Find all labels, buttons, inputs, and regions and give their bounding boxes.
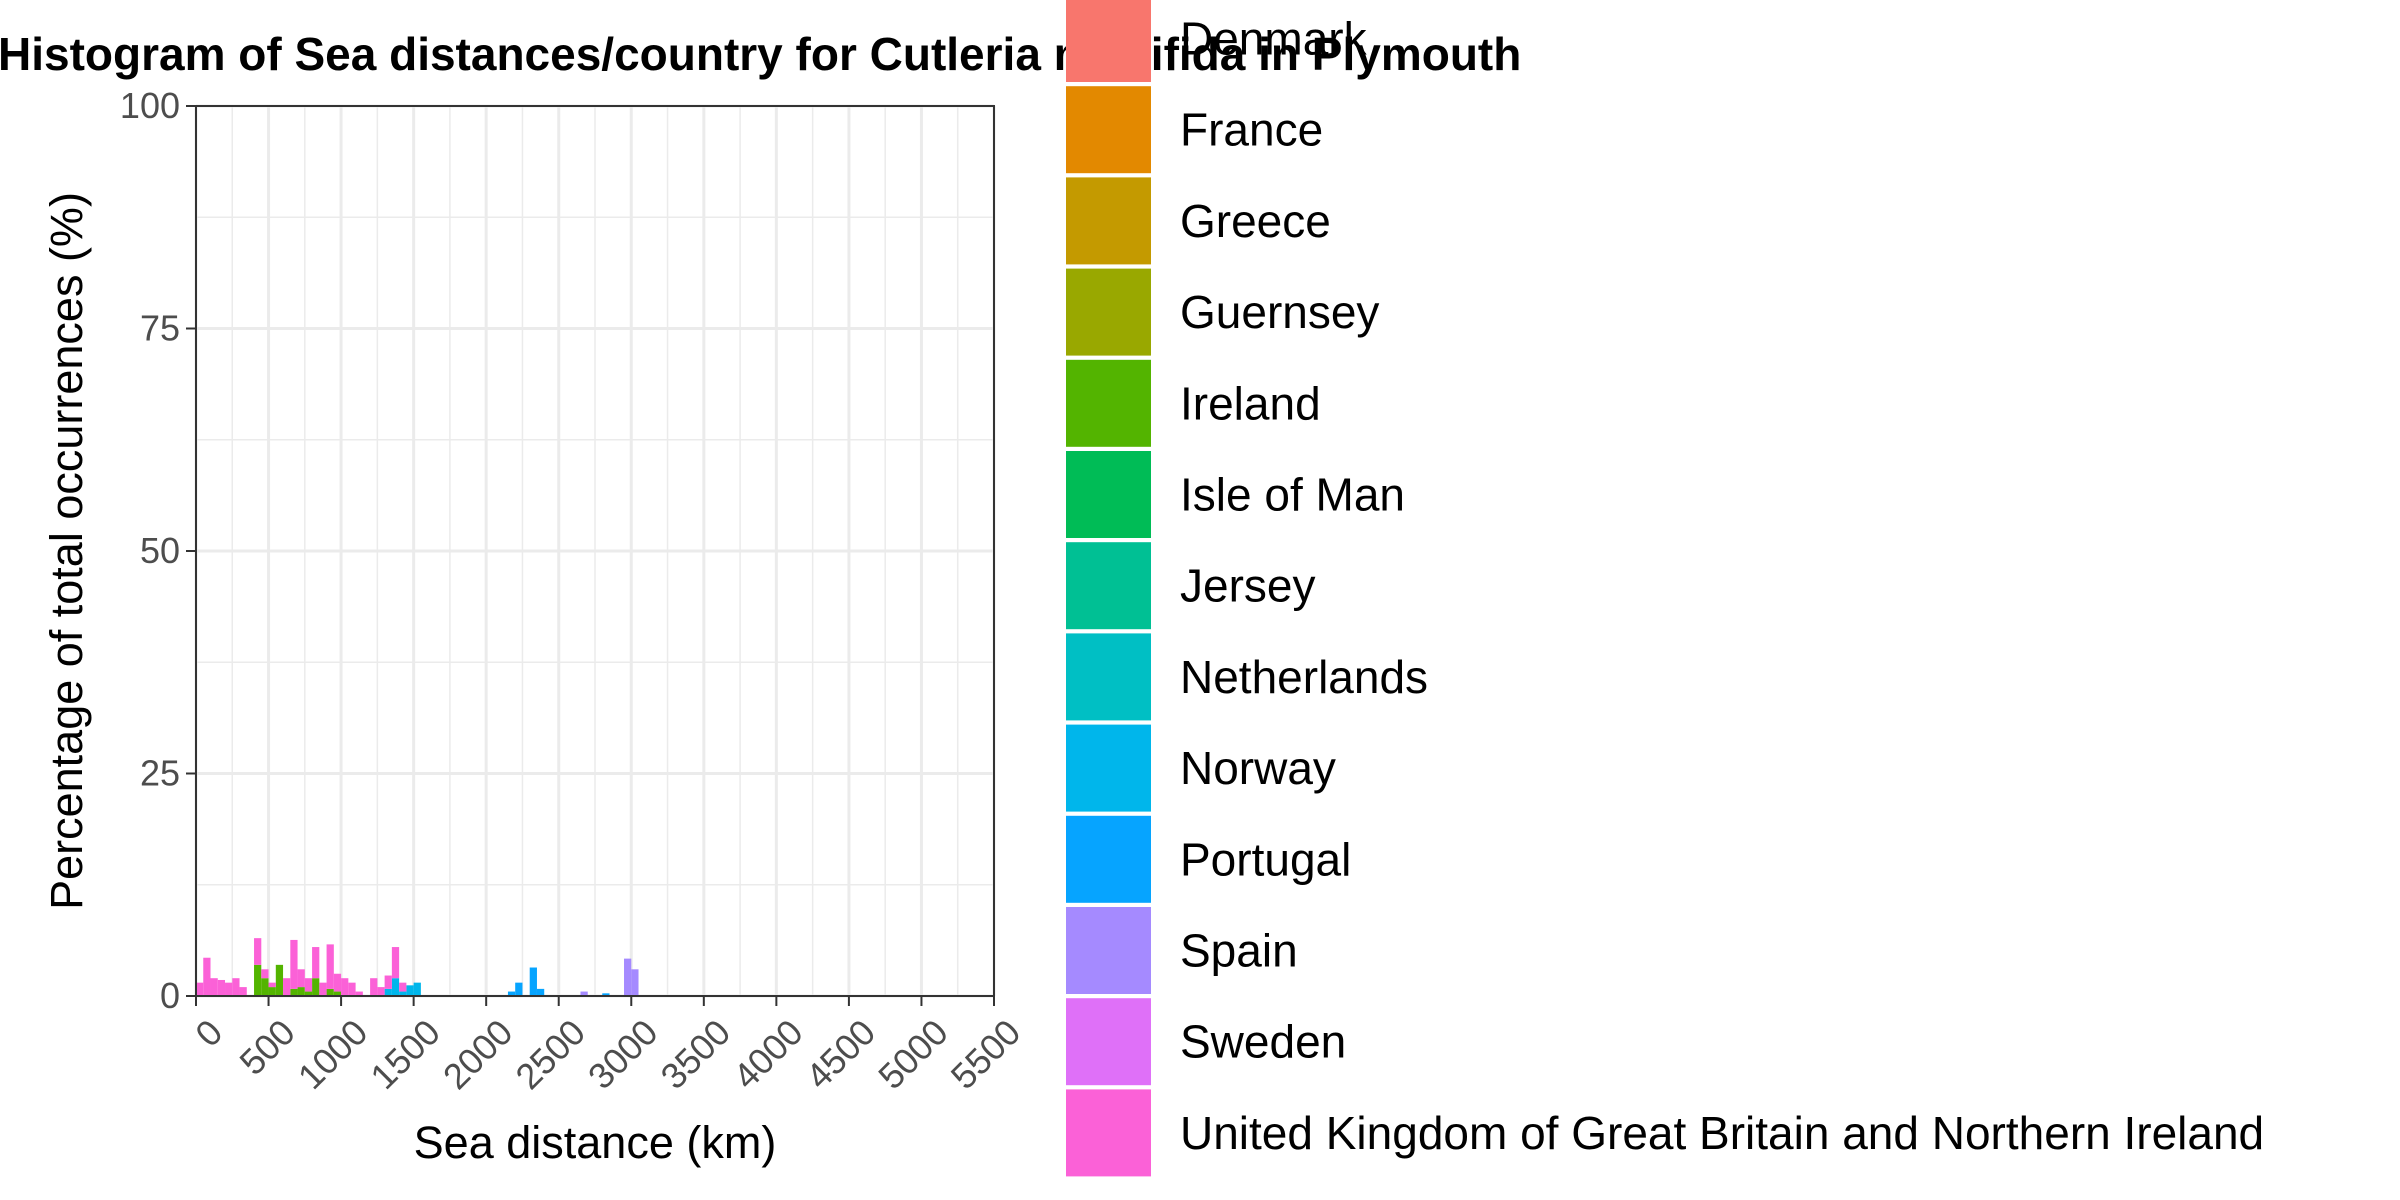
bar-united-kingdom-of-great-britain-and-northern-ireland xyxy=(290,939,298,989)
legend-label: Norway xyxy=(1180,742,1336,794)
x-tick-label: 3500 xyxy=(653,1011,739,1097)
legend-label: United Kingdom of Great Britain and Nort… xyxy=(1180,1107,2264,1159)
bar-norway xyxy=(399,991,407,996)
bar-spain xyxy=(624,958,632,996)
x-axis-title: Sea distance (km) xyxy=(414,1117,777,1168)
x-tick-label: 4000 xyxy=(725,1011,811,1097)
y-tick-label: 75 xyxy=(140,308,180,349)
bar-norway xyxy=(413,982,421,996)
bar-united-kingdom-of-great-britain-and-northern-ireland xyxy=(348,982,356,996)
bar-norway xyxy=(384,988,392,996)
bar-united-kingdom-of-great-britain-and-northern-ireland xyxy=(254,938,262,965)
legend-key xyxy=(1066,177,1151,265)
bar-norway xyxy=(406,985,414,996)
bar-united-kingdom-of-great-britain-and-northern-ireland xyxy=(384,975,392,989)
x-tick-label: 5000 xyxy=(870,1011,956,1097)
bar-united-kingdom-of-great-britain-and-northern-ireland xyxy=(210,978,218,996)
legend-key xyxy=(1066,0,1151,82)
bar-united-kingdom-of-great-britain-and-northern-ireland xyxy=(239,987,247,996)
y-tick-label: 100 xyxy=(120,85,180,126)
legend-label: Portugal xyxy=(1180,833,1351,885)
bar-united-kingdom-of-great-britain-and-northern-ireland xyxy=(203,957,211,996)
bar-united-kingdom-of-great-britain-and-northern-ireland xyxy=(370,978,378,996)
bar-united-kingdom-of-great-britain-and-northern-ireland xyxy=(355,991,363,996)
x-tick-label: 2500 xyxy=(507,1011,593,1097)
legend: Denmark France Greece Guernsey Ireland Isle o… xyxy=(1066,0,2264,1177)
x-tick-label: 1500 xyxy=(362,1011,448,1097)
legend-key xyxy=(1066,907,1151,994)
bar-united-kingdom-of-great-britain-and-northern-ireland xyxy=(304,978,313,992)
bar-united-kingdom-of-great-britain-and-northern-ireland xyxy=(225,982,233,996)
bar-united-kingdom-of-great-britain-and-northern-ireland xyxy=(391,947,400,979)
legend-key xyxy=(1066,815,1151,903)
legend-label: Jersey xyxy=(1180,560,1315,612)
legend-key xyxy=(1066,724,1151,812)
bar-ireland xyxy=(275,964,284,996)
bar-united-kingdom-of-great-britain-and-northern-ireland xyxy=(341,978,349,996)
legend-key xyxy=(1066,1089,1151,1177)
legend-label: Greece xyxy=(1180,195,1331,247)
bar-united-kingdom-of-great-britain-and-northern-ireland xyxy=(297,969,305,988)
bar-united-kingdom-of-great-britain-and-northern-ireland xyxy=(217,979,226,996)
x-tick-label: 1000 xyxy=(290,1011,376,1097)
bar-spain xyxy=(580,991,588,996)
bar-united-kingdom-of-great-britain-and-northern-ireland xyxy=(232,978,240,996)
legend-label: France xyxy=(1180,104,1323,156)
legend-key xyxy=(1066,633,1151,721)
x-tick-label: 3000 xyxy=(580,1011,666,1097)
bar-portugal xyxy=(536,988,545,996)
y-tick-label: 0 xyxy=(160,975,180,1016)
y-axis-title: Percentage of total occurrences (%) xyxy=(41,192,92,910)
bar-portugal xyxy=(507,991,516,996)
bar-united-kingdom-of-great-britain-and-northern-ireland xyxy=(326,944,334,989)
x-tick-label: 4500 xyxy=(798,1011,884,1097)
bar-portugal xyxy=(529,967,537,996)
legend-key xyxy=(1066,359,1151,447)
x-tick-label: 5500 xyxy=(943,1011,1029,1097)
y-tick-label: 25 xyxy=(140,753,180,794)
legend-key xyxy=(1066,542,1151,630)
legend-key xyxy=(1066,998,1151,1086)
bar-united-kingdom-of-great-britain-and-northern-ireland xyxy=(399,982,407,992)
legend-key xyxy=(1066,451,1151,538)
legend-label: Isle of Man xyxy=(1180,469,1405,521)
x-tick-label: 0 xyxy=(187,1011,230,1054)
bar-norway xyxy=(391,978,400,996)
legend-key xyxy=(1066,268,1151,356)
bar-united-kingdom-of-great-britain-and-northern-ireland xyxy=(312,947,320,979)
bar-united-kingdom-of-great-britain-and-northern-ireland xyxy=(283,978,291,996)
histogram-bars xyxy=(196,938,639,996)
bar-ireland xyxy=(312,978,320,996)
bar-united-kingdom-of-great-britain-and-northern-ireland xyxy=(377,987,385,996)
y-tick-label: 50 xyxy=(140,530,180,571)
bar-ireland xyxy=(254,964,262,996)
bar-portugal xyxy=(515,982,523,996)
bar-ireland xyxy=(304,991,313,996)
legend-label: Ireland xyxy=(1180,377,1321,429)
bar-ireland xyxy=(261,978,269,996)
bar-ireland xyxy=(326,988,334,996)
x-tick-label: 500 xyxy=(231,1011,302,1082)
legend-label: Denmark xyxy=(1180,13,1368,65)
bar-portugal xyxy=(602,993,610,996)
legend-label: Guernsey xyxy=(1180,286,1379,338)
bar-spain xyxy=(631,969,639,996)
chart-title: Histogram of Sea distances/country for C… xyxy=(0,28,1521,80)
bar-united-kingdom-of-great-britain-and-northern-ireland xyxy=(261,969,269,979)
bar-united-kingdom-of-great-britain-and-northern-ireland xyxy=(196,982,204,996)
bar-united-kingdom-of-great-britain-and-northern-ireland xyxy=(268,982,276,988)
bar-ireland xyxy=(333,991,342,996)
bar-ireland xyxy=(297,987,305,996)
bar-united-kingdom-of-great-britain-and-northern-ireland xyxy=(333,973,342,992)
legend-label: Sweden xyxy=(1180,1016,1346,1068)
bar-united-kingdom-of-great-britain-and-northern-ireland xyxy=(319,982,327,996)
bar-ireland xyxy=(268,987,276,996)
legend-label: Spain xyxy=(1180,925,1298,977)
legend-label: Netherlands xyxy=(1180,651,1428,703)
x-tick-label: 2000 xyxy=(435,1011,521,1097)
legend-key xyxy=(1066,86,1151,174)
bar-ireland xyxy=(290,988,298,996)
